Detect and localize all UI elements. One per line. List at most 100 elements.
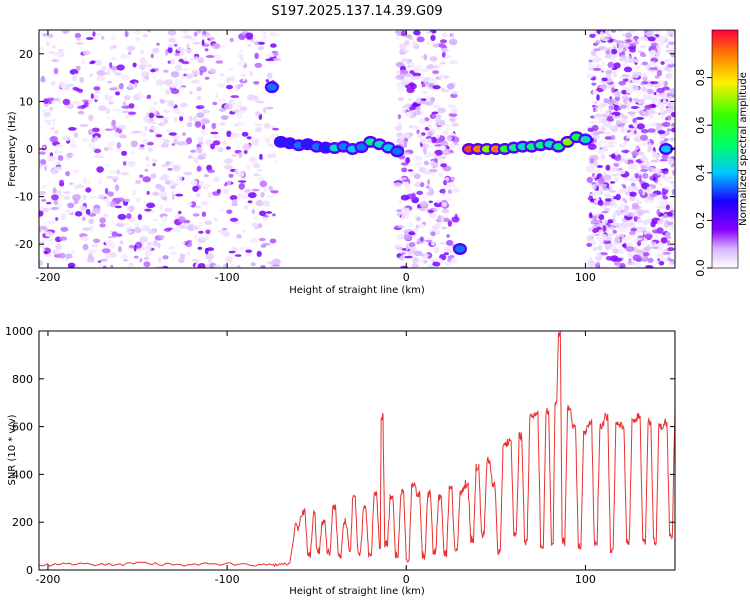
- noise-speckle: [658, 47, 662, 54]
- noise-speckle: [649, 81, 659, 85]
- spectrogram-y-ticks: -20 -10 0 10 20: [15, 48, 675, 251]
- noise-speckle: [110, 35, 117, 41]
- noise-speckle: [43, 111, 52, 118]
- noise-speckle: [403, 234, 412, 241]
- noise-speckle: [641, 81, 649, 85]
- noise-speckle: [611, 87, 615, 94]
- noise-speckle: [152, 47, 160, 54]
- noise-speckle: [146, 202, 156, 209]
- noise-speckle: [169, 58, 176, 65]
- noise-speckle: [236, 264, 241, 268]
- noise-speckle: [108, 101, 114, 105]
- noise-speckle: [226, 180, 232, 186]
- noise-speckle: [224, 158, 233, 164]
- noise-speckle: [593, 48, 601, 51]
- noise-speckle: [81, 58, 85, 65]
- noise-speckle: [201, 109, 211, 114]
- noise-speckle: [191, 69, 200, 76]
- noise-speckle: [664, 178, 670, 182]
- noise-speckle: [666, 96, 673, 100]
- noise-speckle: [393, 182, 403, 188]
- noise-speckle: [242, 143, 251, 150]
- noise-speckle: [249, 39, 255, 43]
- noise-speckle: [140, 49, 145, 55]
- noise-speckle: [192, 185, 199, 192]
- noise-speckle: [39, 229, 42, 233]
- noise-speckle: [398, 30, 402, 34]
- noise-speckle: [133, 227, 142, 234]
- noise-speckle: [636, 123, 645, 130]
- noise-speckle: [185, 48, 194, 53]
- noise-speckle: [408, 37, 414, 40]
- noise-speckle: [216, 188, 222, 194]
- noise-speckle: [181, 61, 190, 65]
- noise-speckle: [238, 50, 243, 53]
- noise-speckle: [413, 226, 418, 234]
- noise-speckle: [452, 91, 459, 95]
- noise-speckle: [193, 56, 199, 60]
- noise-speckle: [47, 238, 55, 243]
- noise-speckle: [668, 67, 672, 74]
- noise-speckle: [405, 243, 409, 251]
- noise-speckle: [432, 261, 441, 267]
- noise-speckle: [448, 38, 458, 46]
- colorbar-gradient: [711, 29, 739, 269]
- noise-speckle: [122, 259, 129, 262]
- noise-speckle: [625, 246, 635, 252]
- noise-speckle: [407, 169, 414, 172]
- noise-speckle: [625, 32, 632, 39]
- noise-speckle: [259, 210, 267, 216]
- noise-speckle: [52, 118, 56, 123]
- noise-speckle: [646, 186, 653, 193]
- noise-speckle: [186, 240, 192, 243]
- noise-speckle: [449, 117, 456, 123]
- noise-speckle: [427, 77, 437, 84]
- noise-speckle: [98, 193, 105, 200]
- noise-speckle: [88, 142, 95, 148]
- noise-speckle: [74, 32, 82, 39]
- noise-speckle: [659, 257, 666, 261]
- noise-speckle: [196, 86, 202, 92]
- noise-speckle: [181, 30, 190, 34]
- noise-speckle: [253, 143, 260, 147]
- noise-speckle: [183, 73, 187, 77]
- noise-speckle: [629, 191, 637, 197]
- noise-speckle: [440, 140, 448, 147]
- noise-speckle: [135, 241, 143, 249]
- noise-speckle: [152, 76, 156, 80]
- noise-speckle: [175, 193, 184, 197]
- noise-speckle: [610, 167, 617, 171]
- noise-speckle: [587, 62, 592, 67]
- noise-speckle: [632, 254, 642, 262]
- noise-speckle: [204, 235, 209, 241]
- noise-speckle: [663, 138, 669, 142]
- noise-speckle: [621, 244, 627, 247]
- noise-speckle: [602, 174, 612, 181]
- noise-speckle: [265, 106, 274, 110]
- noise-speckle: [82, 50, 91, 56]
- noise-speckle: [628, 230, 636, 235]
- noise-speckle: [437, 107, 446, 114]
- noise-speckle: [109, 200, 117, 208]
- noise-speckle: [431, 111, 439, 115]
- noise-speckle: [209, 67, 216, 74]
- noise-speckle: [447, 189, 452, 195]
- noise-speckle: [144, 76, 149, 80]
- noise-speckle: [240, 73, 246, 77]
- noise-speckle: [73, 132, 79, 138]
- noise-speckle: [413, 173, 421, 180]
- noise-speckle: [399, 255, 405, 261]
- noise-speckle: [62, 98, 71, 106]
- noise-speckle: [103, 213, 109, 218]
- noise-speckle: [450, 108, 458, 114]
- noise-speckle: [625, 87, 630, 90]
- noise-speckle: [259, 180, 268, 188]
- noise-speckle: [162, 255, 169, 260]
- noise-speckle: [120, 254, 129, 259]
- noise-speckle: [160, 196, 168, 199]
- noise-speckle: [201, 152, 207, 158]
- noise-speckle: [212, 43, 221, 50]
- noise-speckle: [116, 222, 125, 228]
- spectrogram-y-tick-label: 20: [19, 48, 33, 61]
- noise-speckle: [660, 114, 665, 118]
